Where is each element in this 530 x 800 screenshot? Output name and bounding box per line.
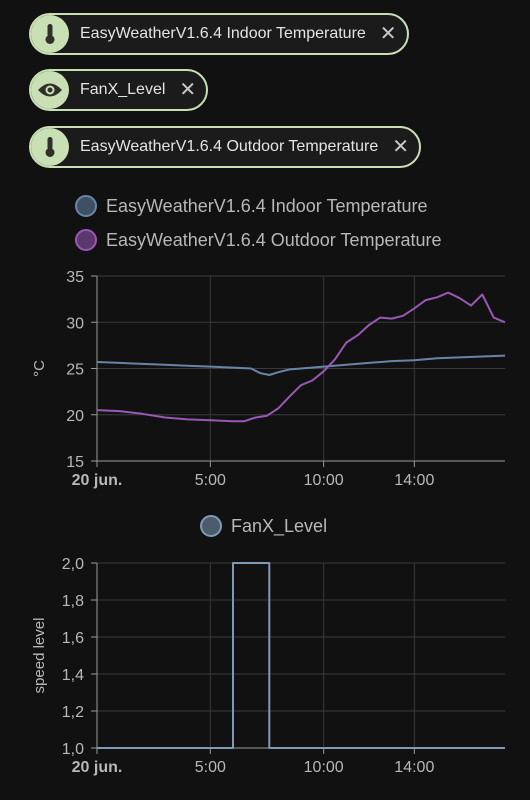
entity-chip-fan-level[interactable]: FanX_Level ✕ [29,69,209,111]
y-tick-label: 1,2 [62,704,84,721]
legend-item[interactable]: EasyWeatherV1.6.4 Outdoor Temperature [75,229,442,251]
legend-swatch [200,515,222,537]
entity-chip-indoor-temperature[interactable]: EasyWeatherV1.6.4 Indoor Temperature ✕ [29,13,409,55]
legend-swatch [75,195,97,217]
y-tick-label: 15 [66,454,84,471]
y-tick-label: 20 [66,408,84,425]
x-tick-label: 10:00 [304,759,344,776]
series-line-0 [97,562,505,749]
legend-item[interactable]: EasyWeatherV1.6.4 Indoor Temperature [75,195,428,217]
thermometer-icon [31,15,69,53]
series-line-0 [96,354,506,376]
thermometer-icon [31,128,69,166]
y-tick-label: 2,0 [62,556,84,573]
fan-level-chart: FanX_Level 2,0 1,8 1,6 1,4 1,2 1,020 jun. 5:00 1… [31,515,505,776]
legend-label: EasyWeatherV1.6.4 Indoor Temperature [106,196,428,216]
entity-chip-outdoor-temperature[interactable]: EasyWeatherV1.6.4 Outdoor Temperature ✕ [29,126,422,168]
x-tick-label: 20 jun. [72,759,123,776]
series-line-1 [96,291,506,423]
x-tick-label: 10:00 [304,472,344,489]
x-tick-label: 20 jun. [72,472,123,489]
y-tick-label: 30 [66,315,84,332]
y-tick-label: 1,8 [62,593,84,610]
legend-label: EasyWeatherV1.6.4 Outdoor Temperature [106,230,442,250]
temperature-chart: EasyWeatherV1.6.4 Indoor Temperature Easy… [31,195,506,489]
chip-label: EasyWeatherV1.6.4 Indoor Temperature [80,25,366,42]
y-tick-label: 35 [66,269,84,286]
chip-label: EasyWeatherV1.6.4 Outdoor Temperature [80,138,379,155]
close-icon[interactable]: ✕ [379,23,397,45]
y-tick-label: 1,4 [62,667,84,684]
y-tick-label: 1,6 [62,630,84,647]
legend-label: FanX_Level [231,516,327,537]
close-icon[interactable]: ✕ [179,79,197,101]
legend-swatch [75,229,97,251]
close-icon[interactable]: ✕ [392,136,410,158]
y-axis-label: speed level [31,618,48,694]
y-axis-label: °C [31,360,48,377]
chip-label: FanX_Level [80,81,166,98]
legend-item[interactable]: FanX_Level [200,515,327,537]
x-tick-label: 5:00 [195,472,226,489]
y-tick-label: 1,0 [62,741,84,758]
y-tick-label: 25 [66,362,84,379]
x-tick-label: 14:00 [394,759,434,776]
x-tick-label: 14:00 [394,472,434,489]
eye-icon [31,71,69,109]
x-tick-label: 5:00 [195,759,226,776]
